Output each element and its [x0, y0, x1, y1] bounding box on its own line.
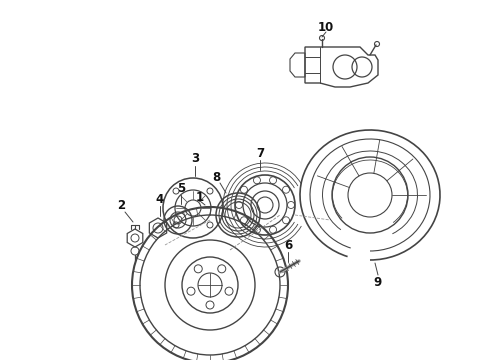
Text: 5: 5: [177, 181, 185, 194]
Text: 7: 7: [256, 147, 264, 159]
Text: 1: 1: [196, 190, 204, 203]
Text: 8: 8: [212, 171, 220, 184]
Text: 4: 4: [156, 193, 164, 206]
Text: 9: 9: [374, 276, 382, 289]
Text: 6: 6: [284, 239, 292, 252]
Text: 10: 10: [318, 21, 334, 33]
Text: 2: 2: [117, 198, 125, 212]
Text: 3: 3: [191, 152, 199, 165]
